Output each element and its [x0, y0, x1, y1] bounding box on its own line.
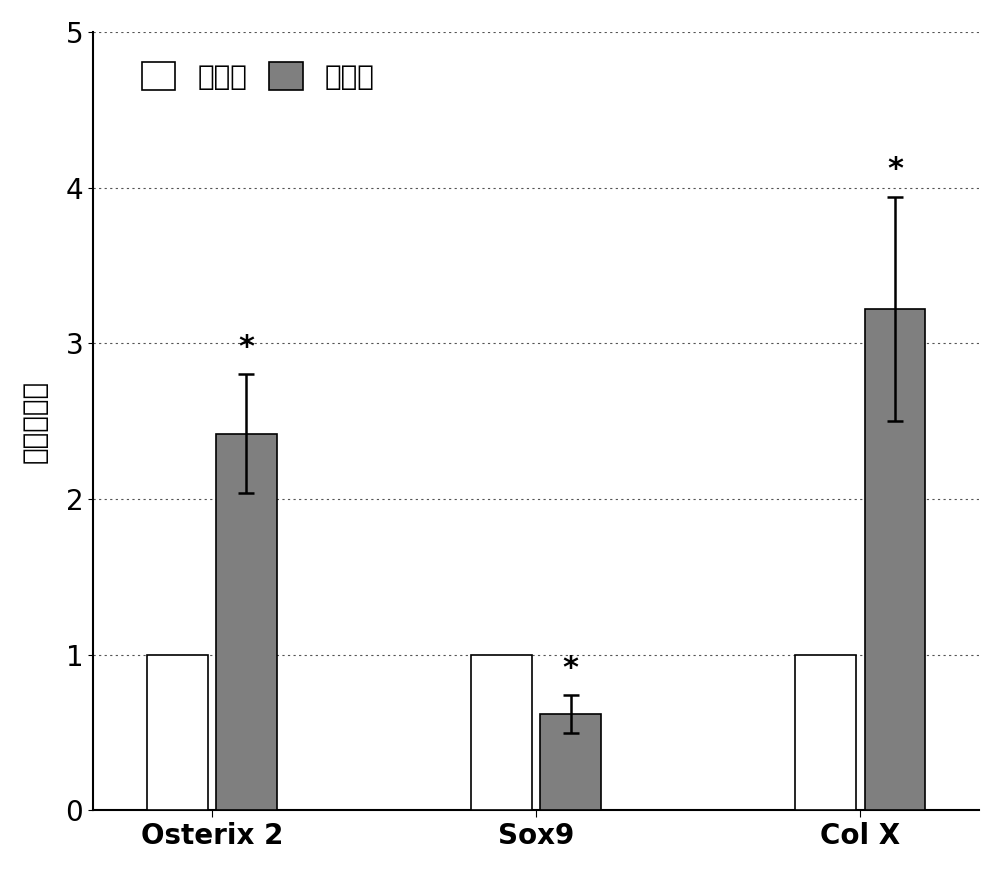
Legend: 对照组, 肥大组: 对照组, 肥大组: [133, 53, 383, 100]
Y-axis label: 基因表达量: 基因表达量: [21, 380, 49, 463]
Bar: [147, 655, 208, 810]
Bar: [795, 655, 856, 810]
Bar: [865, 309, 925, 810]
Text: *: *: [563, 653, 579, 683]
Bar: [540, 714, 601, 810]
Bar: [471, 655, 532, 810]
Text: *: *: [238, 333, 254, 362]
Text: *: *: [887, 155, 903, 185]
Bar: [216, 434, 277, 810]
